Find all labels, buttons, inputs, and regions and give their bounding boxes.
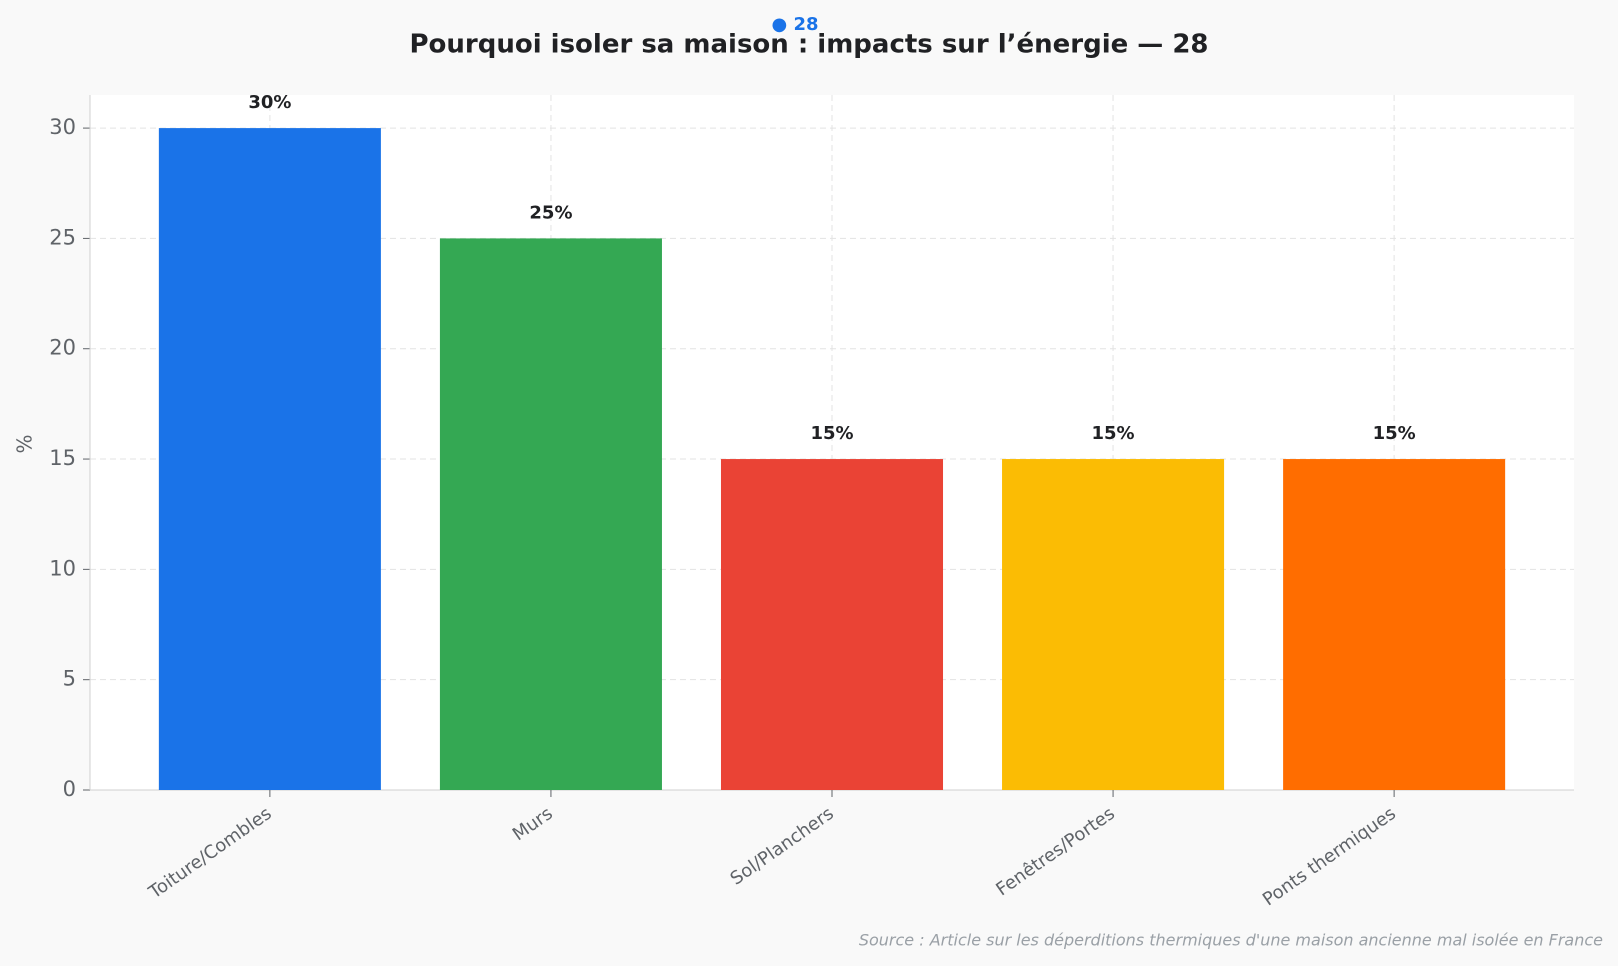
x-tick-label: Toiture/Combles — [144, 803, 275, 904]
bar — [1002, 459, 1225, 790]
source-note: Source : Article sur les déperditions th… — [859, 931, 1603, 950]
bar — [720, 459, 944, 790]
y-axis-label: % — [13, 434, 37, 453]
x-tick-label: Fenêtres/Portes — [992, 803, 1118, 900]
x-tick-label: Murs — [509, 803, 557, 845]
y-tick-label: 20 — [49, 336, 76, 360]
value-label: 15% — [1092, 423, 1135, 444]
y-tick-label: 30 — [49, 115, 76, 139]
badge: ● 28 — [771, 14, 818, 35]
y-tick-label: 0 — [63, 777, 76, 801]
value-label: 15% — [810, 423, 853, 444]
value-label: 25% — [529, 202, 572, 223]
bar — [439, 238, 662, 790]
y-tick-label: 15 — [49, 446, 76, 470]
y-tick-label: 10 — [49, 556, 76, 580]
x-tick-label: Sol/Planchers — [727, 803, 838, 890]
value-label: 30% — [248, 92, 291, 113]
value-label: 15% — [1373, 423, 1416, 444]
y-tick-label: 5 — [63, 667, 76, 691]
bar — [158, 128, 381, 791]
x-tick-label: Ponts thermiques — [1259, 803, 1400, 910]
chart-title: Pourquoi isoler sa maison : impacts sur … — [409, 30, 1208, 60]
y-tick-label: 25 — [49, 225, 76, 249]
bar — [1283, 459, 1506, 790]
